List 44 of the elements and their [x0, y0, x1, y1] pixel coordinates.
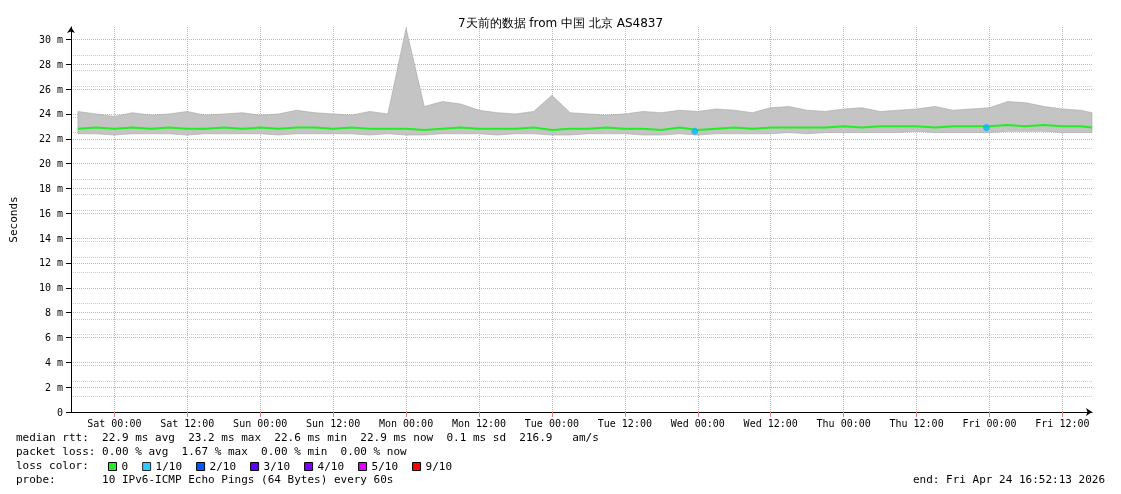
x-tick-label: Sat 00:00: [87, 417, 142, 429]
y-tick-label: 10 m: [38, 282, 63, 294]
legend-label: 2/10: [209, 460, 237, 473]
x-tick-label: Tue 12:00: [597, 417, 652, 429]
y-tick-label: 12 m: [38, 257, 63, 269]
x-tick-label: Wed 00:00: [670, 417, 725, 429]
x-tick-label: Wed 12:00: [743, 417, 798, 429]
x-tick-label: Thu 00:00: [816, 417, 871, 429]
y-tick-label: 30 m: [38, 33, 63, 45]
legend-label: 9/10: [425, 460, 453, 473]
legend-label: 0: [121, 460, 129, 473]
x-tick-label: Mon 00:00: [378, 417, 434, 429]
y-tick-label: 24 m: [38, 108, 63, 120]
text: packet loss: 0.00 % avg 1.67 % max 0.00 % min 0.00 % now: [16, 445, 408, 458]
y-tick-label: 14 m: [38, 232, 63, 244]
x-tick-label: Sun 12:00: [306, 417, 361, 429]
y-tick-label: 0: [56, 406, 63, 418]
x-tick-label: Thu 12:00: [889, 417, 944, 429]
x-tick-label: Sat 12:00: [160, 417, 215, 429]
legend-label: 5/10: [371, 460, 399, 473]
y-tick-label: 28 m: [38, 58, 63, 70]
x-tick-label: Mon 12:00: [451, 417, 507, 429]
legend-label: 1/10: [155, 460, 183, 473]
y-tick-label: 4 m: [44, 356, 63, 368]
x-tick-label: Fri 12:00: [1035, 417, 1090, 429]
text: loss color:: [16, 459, 89, 472]
legend-label: 3/10: [263, 460, 291, 473]
y-tick-label: 20 m: [38, 158, 63, 170]
text: probe: 10 IPv6-ICMP Echo Pings (64 Bytes) every 60s: [16, 473, 394, 486]
y-tick-label: 22 m: [38, 133, 63, 145]
legend-label: 4/10: [317, 460, 345, 473]
y-tick-label: 2 m: [44, 381, 63, 393]
y-tick-label: 6 m: [44, 331, 63, 343]
y-tick-label: 26 m: [38, 83, 63, 95]
y-tick-label: 18 m: [38, 182, 63, 194]
y-tick-label: 16 m: [38, 207, 63, 219]
chart-title: 7天前的数据 from 中国 北京 AS4837: [457, 16, 664, 30]
y-tick-label: 8 m: [44, 307, 63, 319]
x-tick-label: Fri 00:00: [962, 417, 1017, 429]
text: median rtt: 22.9 ms avg 23.2 ms max 22.6 ms min 22.9 ms now 0.1 ms sd 216.9 am/s: [16, 431, 599, 444]
x-tick-label: Sun 00:00: [233, 417, 288, 429]
text: end: Fri Apr 24 16:52:13 2026: [912, 473, 1106, 486]
x-tick-label: Tue 00:00: [524, 417, 580, 429]
y-axis-title: Seconds: [7, 196, 20, 243]
